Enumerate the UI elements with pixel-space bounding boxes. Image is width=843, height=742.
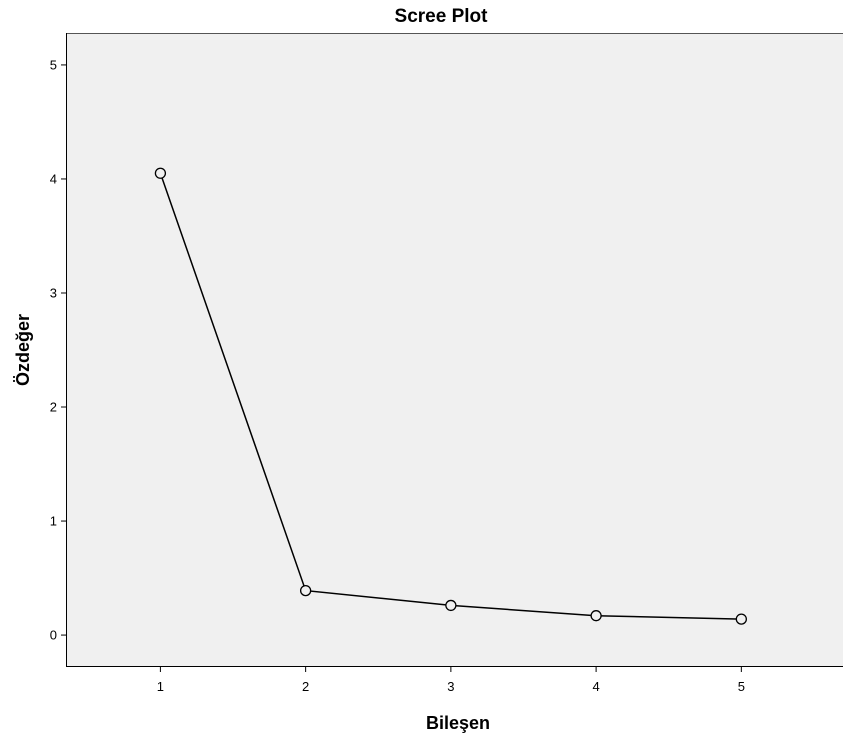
- data-point: [735, 613, 747, 625]
- x-tick-label: 1: [157, 679, 164, 694]
- y-tick-label: 1: [50, 514, 57, 529]
- plot-area: [66, 33, 843, 667]
- x-tick-label: 5: [738, 679, 745, 694]
- x-axis-ticks: 1 2 3 4 5: [157, 667, 745, 694]
- x-axis-title: Bileşen: [426, 713, 490, 733]
- y-tick-label: 3: [50, 285, 57, 300]
- data-point: [154, 167, 167, 179]
- y-tick-label: 4: [50, 171, 57, 186]
- y-axis-ticks: 0 1 2 3 4 5: [50, 57, 66, 643]
- data-point: [445, 599, 457, 612]
- data-point: [299, 584, 312, 597]
- y-tick-label: 0: [50, 628, 57, 643]
- x-tick-label: 4: [592, 679, 599, 694]
- series-layer: [154, 167, 747, 625]
- y-axis-title: Özdeğer: [13, 314, 33, 386]
- x-tick-label: 3: [447, 679, 454, 694]
- chart-title: Scree Plot: [395, 6, 489, 27]
- data-point: [590, 610, 602, 622]
- y-tick-label: 5: [50, 57, 57, 72]
- x-tick-label: 2: [302, 679, 309, 694]
- y-tick-label: 2: [50, 400, 57, 415]
